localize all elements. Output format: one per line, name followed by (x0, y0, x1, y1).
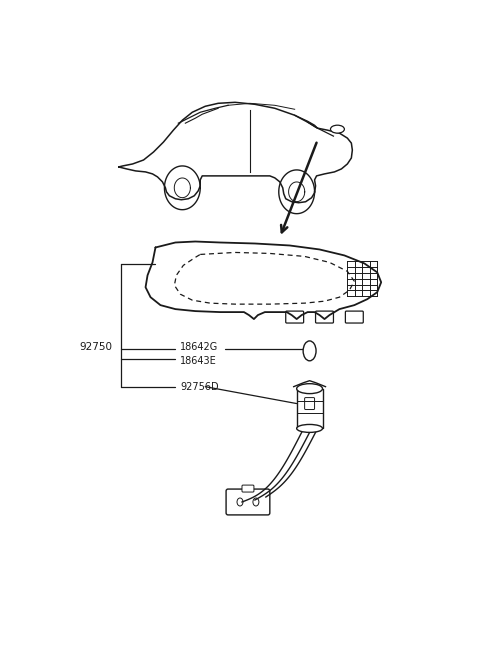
FancyBboxPatch shape (346, 311, 363, 323)
Ellipse shape (330, 125, 344, 133)
Text: 18643E: 18643E (180, 356, 217, 366)
FancyBboxPatch shape (305, 397, 314, 409)
FancyBboxPatch shape (286, 311, 304, 323)
Ellipse shape (237, 498, 243, 506)
Ellipse shape (253, 498, 259, 506)
Ellipse shape (297, 424, 323, 432)
FancyBboxPatch shape (315, 311, 334, 323)
Text: 92756D: 92756D (180, 382, 219, 392)
FancyBboxPatch shape (242, 485, 254, 492)
Ellipse shape (303, 341, 316, 361)
FancyBboxPatch shape (226, 489, 270, 515)
Ellipse shape (297, 384, 323, 394)
Text: 18642G: 18642G (180, 342, 218, 352)
Text: 92750: 92750 (80, 342, 113, 352)
